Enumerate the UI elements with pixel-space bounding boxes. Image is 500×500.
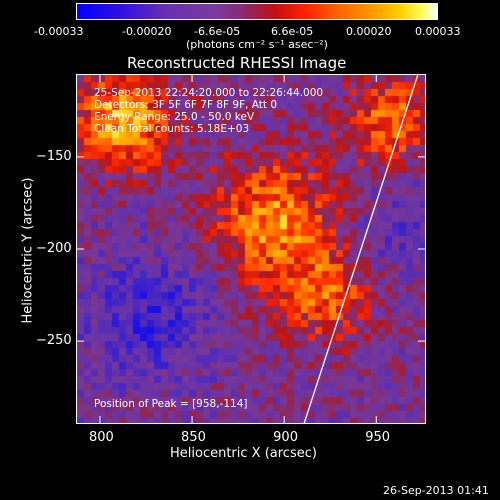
colorbar-tick: -6.6e-05: [194, 25, 241, 38]
y-tick-label: −250: [36, 333, 72, 349]
colorbar-tick: -0.00020: [122, 25, 172, 38]
colorbar-tick: 6.6e-05: [271, 25, 314, 38]
observation-time: 25-Sep-2013 22:24:20.000 to 22:26:44.000: [94, 87, 324, 99]
y-tick-label: −200: [36, 241, 72, 256]
x-tick-label: 800: [88, 430, 114, 445]
heatmap-image: [77, 75, 425, 423]
limb-line: [303, 75, 419, 423]
peak-position: Position of Peak = [958,-114]: [94, 398, 248, 410]
plot-area: 25-Sep-2013 22:24:20.000 to 22:26:44.000…: [76, 74, 426, 424]
colorbar-tick: -0.00033: [34, 25, 84, 38]
colorbar-unit-label: (photons cm⁻² s⁻¹ asec⁻²): [186, 38, 328, 51]
footer-timestamp: 26-Sep-2013 01:41: [383, 484, 489, 497]
detectors-info: Detectors: 3F 5F 6F 7F 8F 9F, Att 0: [94, 99, 278, 111]
x-axis-label: Heliocentric X (arcsec): [170, 446, 317, 461]
energy-range: Energy Range: 25.0 - 50.0 keV: [94, 111, 255, 123]
x-tick-label: 850: [181, 430, 206, 445]
clean-total-counts: Clean Total counts: 5.18E+03: [94, 123, 250, 135]
plot-overlay: [303, 75, 419, 423]
x-tick-label: 950: [365, 430, 391, 445]
chart-title: Reconstructed RHESSI Image: [127, 54, 347, 72]
x-tick-label: 900: [273, 430, 298, 445]
y-tick-label: −150: [36, 148, 72, 164]
colorbar-tick: 0.00033: [415, 25, 461, 38]
y-axis-label: Heliocentric Y (arcsec): [20, 177, 36, 324]
colorbar: [76, 3, 438, 20]
colorbar-tick: 0.00020: [346, 25, 392, 38]
